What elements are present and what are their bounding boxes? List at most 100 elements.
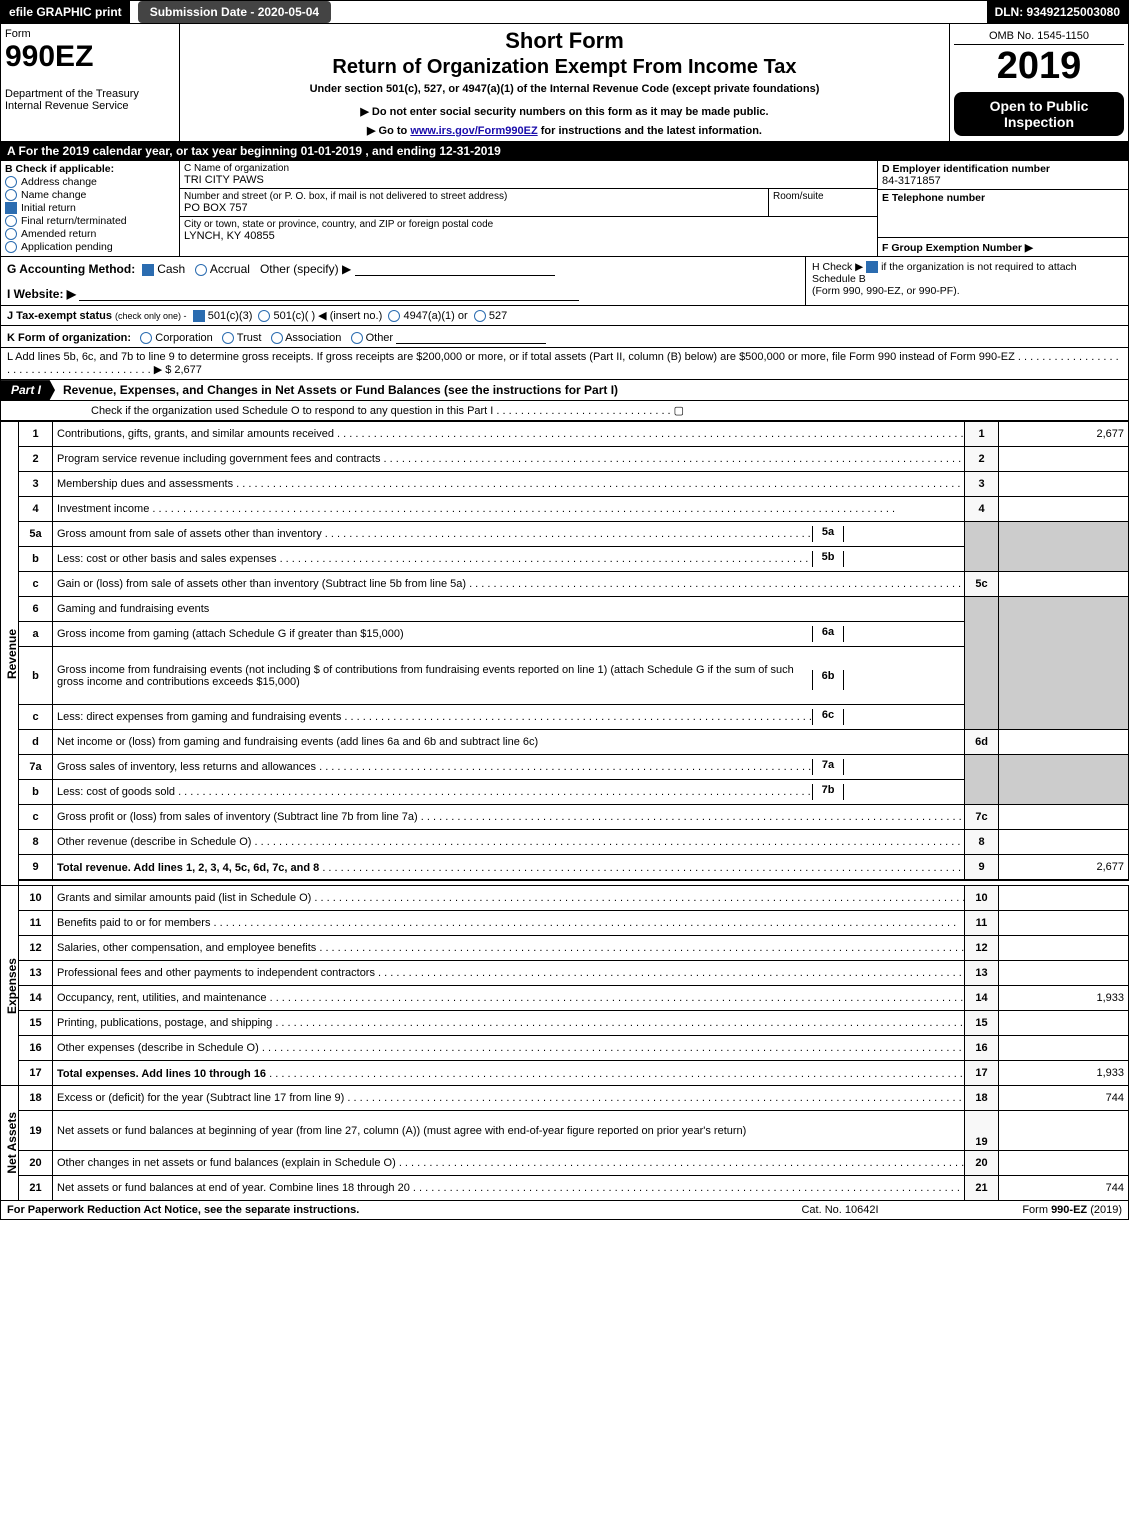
b-opt-1: Name change (21, 189, 86, 201)
checkbox-other-org[interactable] (351, 332, 363, 344)
v-18: 744 (999, 1086, 1129, 1111)
ib-7a: 7a (812, 759, 844, 775)
ln-6c: c (19, 705, 53, 730)
cat-no: Cat. No. 10642I (744, 1201, 936, 1219)
ln-7b: b (19, 780, 53, 805)
checkbox-cash[interactable] (142, 264, 154, 276)
v-19 (999, 1111, 1129, 1151)
k-other-input[interactable] (396, 329, 546, 344)
j-note: (check only one) - (115, 311, 187, 321)
grey-7ab (965, 755, 999, 805)
v-10 (999, 886, 1129, 911)
org-name: TRI CITY PAWS (184, 174, 873, 186)
under-section: Under section 501(c), 527, or 4947(a)(1)… (184, 83, 945, 95)
ln-3: 3 (19, 472, 53, 497)
section-c: C Name of organization TRI CITY PAWS Num… (180, 161, 877, 256)
open-public-badge: Open to Public Inspection (954, 92, 1124, 136)
checkbox-501c[interactable] (258, 310, 270, 322)
v-17: 1,933 (999, 1061, 1129, 1086)
d-4: Investment income (57, 503, 149, 515)
ln-14: 14 (19, 986, 53, 1011)
j-o2: 501(c)( ) (274, 310, 316, 322)
form-ref: Form 990-EZ (2019) (936, 1201, 1128, 1219)
d-7a: Gross sales of inventory, less returns a… (57, 761, 316, 773)
g-other-input[interactable] (355, 261, 555, 276)
checkbox-corp[interactable] (140, 332, 152, 344)
ln-20: 20 (19, 1151, 53, 1176)
v-21: 744 (999, 1176, 1129, 1201)
checkbox-4947[interactable] (388, 310, 400, 322)
ln-5b: b (19, 547, 53, 572)
efile-label[interactable]: efile GRAPHIC print (1, 1, 130, 23)
v-16 (999, 1036, 1129, 1061)
v-1: 2,677 (999, 422, 1129, 447)
lr-18: 18 (965, 1086, 999, 1111)
v-5c (999, 572, 1129, 597)
part1-label: Part I (1, 380, 55, 400)
checkbox-final-return[interactable] (5, 215, 17, 227)
tax-year-range: A For the 2019 calendar year, or tax yea… (0, 141, 1129, 161)
checkbox-527[interactable] (474, 310, 486, 322)
checkbox-501c3[interactable] (193, 310, 205, 322)
v-6d (999, 730, 1129, 755)
section-def: D Employer identification number 84-3171… (877, 161, 1128, 256)
k-label: K Form of organization: (7, 332, 131, 344)
checkbox-trust[interactable] (222, 332, 234, 344)
b-opt-4: Amended return (21, 228, 96, 240)
ia-7a (844, 759, 964, 775)
short-form-title: Short Form (184, 28, 945, 54)
j-label: J Tax-exempt status (7, 310, 112, 322)
j-row: J Tax-exempt status (check only one) - 5… (0, 306, 1129, 326)
ln-6b: b (19, 647, 53, 705)
v-13 (999, 961, 1129, 986)
ln-5c: c (19, 572, 53, 597)
checkbox-amended-return[interactable] (5, 228, 17, 240)
h-post: (Form 990, 990-EZ, or 990-PF). (812, 285, 960, 297)
v-3 (999, 472, 1129, 497)
checkbox-address-change[interactable] (5, 176, 17, 188)
d-17: Total expenses. Add lines 10 through 16 (57, 1068, 266, 1080)
lr-16: 16 (965, 1036, 999, 1061)
ln-19: 19 (19, 1111, 53, 1151)
k-o2: Trust (237, 332, 262, 344)
v-7c (999, 805, 1129, 830)
d-5b: Less: cost or other basis and sales expe… (57, 553, 277, 565)
g-other: Other (specify) ▶ (260, 262, 351, 276)
goto-note: ▶ Go to www.irs.gov/Form990EZ for instru… (184, 124, 945, 137)
lr-6d: 6d (965, 730, 999, 755)
d-6: Gaming and fundraising events (57, 603, 209, 615)
section-b: B Check if applicable: Address change Na… (1, 161, 180, 256)
lr-13: 13 (965, 961, 999, 986)
ia-5a (844, 526, 964, 542)
d-3: Membership dues and assessments (57, 478, 233, 490)
ln-13: 13 (19, 961, 53, 986)
checkbox-initial-return[interactable] (5, 202, 17, 214)
d-6c: Less: direct expenses from gaming and fu… (57, 711, 341, 723)
d-1: Contributions, gifts, grants, and simila… (57, 428, 334, 440)
dln-label: DLN: 93492125003080 (987, 1, 1128, 23)
v-15 (999, 1011, 1129, 1036)
checkbox-name-change[interactable] (5, 189, 17, 201)
j-o3: 4947(a)(1) or (403, 310, 467, 322)
d-6d: Net income or (loss) from gaming and fun… (57, 736, 538, 748)
gh-row: G Accounting Method: Cash Accrual Other … (0, 257, 1129, 306)
top-bar: efile GRAPHIC print Submission Date - 20… (0, 0, 1129, 24)
checkbox-accrual[interactable] (195, 264, 207, 276)
v-4 (999, 497, 1129, 522)
website-input[interactable] (79, 286, 579, 301)
ssn-warning: ▶ Do not enter social security numbers o… (184, 105, 945, 118)
b-opt-0: Address change (21, 176, 97, 188)
checkbox-application-pending[interactable] (5, 241, 17, 253)
ia-5b (844, 551, 964, 567)
v-2 (999, 447, 1129, 472)
goto-pre: ▶ Go to (367, 125, 410, 137)
ia-6b (844, 670, 964, 690)
irs-link[interactable]: www.irs.gov/Form990EZ (410, 125, 537, 137)
checkbox-h[interactable] (866, 261, 878, 273)
department-label: Department of the Treasury (5, 88, 175, 100)
revenue-section-label: Revenue (5, 629, 19, 679)
checkbox-assoc[interactable] (271, 332, 283, 344)
d-label: D Employer identification number (882, 163, 1124, 175)
ln-5a: 5a (19, 522, 53, 547)
lr-21: 21 (965, 1176, 999, 1201)
